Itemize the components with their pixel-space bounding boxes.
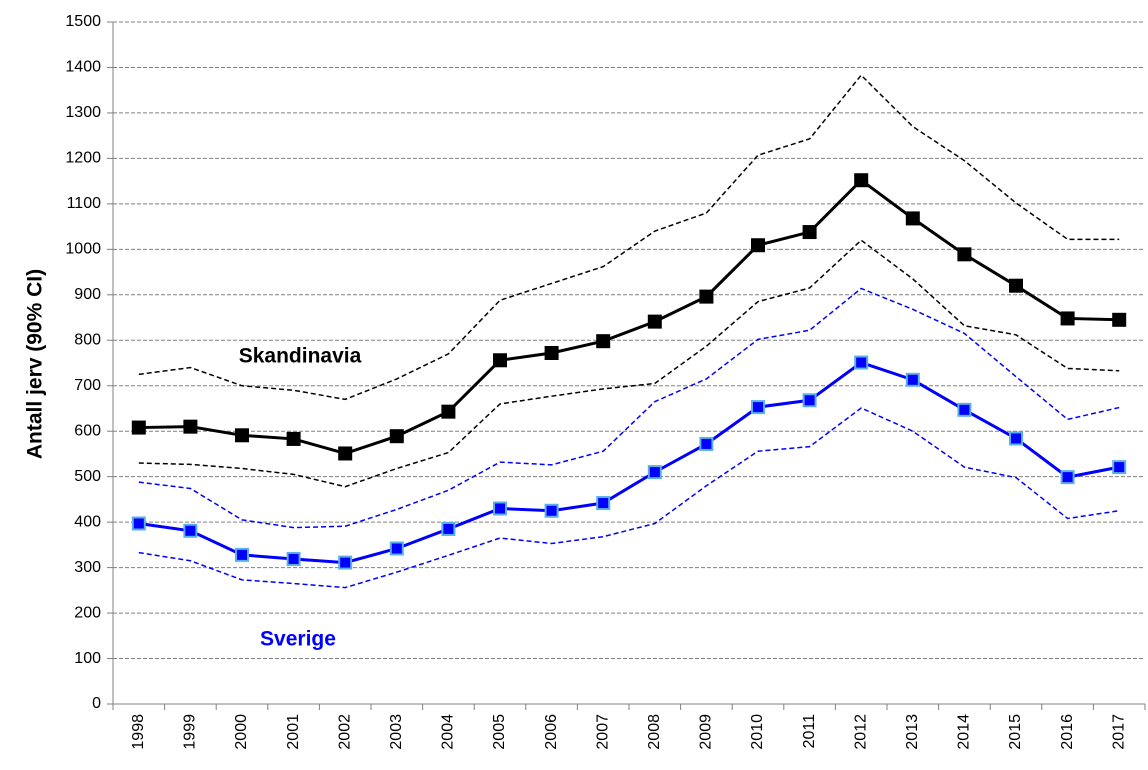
- y-tick-label: 1100: [67, 195, 102, 212]
- series-label: Skandinavia: [239, 345, 362, 368]
- x-tick-label: 2017: [1110, 714, 1127, 750]
- marker: [131, 420, 146, 435]
- marker: [389, 541, 404, 556]
- y-tick-label: 400: [74, 513, 101, 530]
- marker: [235, 428, 249, 443]
- x-tick-label: 2003: [388, 714, 405, 750]
- marker: [699, 289, 714, 304]
- x-tick-label: 2006: [543, 714, 560, 750]
- marker: [905, 372, 920, 387]
- marker: [1009, 278, 1023, 293]
- series-line: [138, 178, 1120, 456]
- marker: [183, 419, 198, 434]
- x-tick-label: 2000: [233, 714, 250, 750]
- marker: [338, 555, 353, 570]
- marker: [699, 436, 714, 451]
- y-tick-label: 100: [74, 650, 101, 667]
- y-axis-title: Antall jerv (90% CI): [24, 269, 47, 459]
- marker: [286, 551, 301, 566]
- x-tick-label: 2005: [491, 714, 508, 750]
- marker: [802, 225, 817, 240]
- marker: [1060, 311, 1075, 326]
- marker: [493, 353, 507, 368]
- y-tick-label: 900: [74, 286, 101, 303]
- x-tick-label: 2016: [1059, 714, 1076, 750]
- marker: [131, 516, 146, 531]
- marker: [751, 238, 765, 253]
- y-tick-label: 0: [92, 695, 101, 712]
- x-tick-label: 2007: [594, 714, 611, 750]
- marker: [389, 429, 404, 444]
- marker: [183, 523, 198, 538]
- y-tick-label: 1400: [65, 59, 101, 76]
- x-tick-label: 2015: [1007, 714, 1024, 750]
- y-tick-label: 1000: [65, 241, 101, 258]
- marker: [441, 404, 456, 419]
- ci-line: [138, 239, 1120, 488]
- x-tick-label: 2001: [285, 714, 302, 750]
- y-tick-label: 500: [74, 468, 101, 485]
- marker: [235, 547, 249, 562]
- x-tick-label: 1998: [130, 714, 147, 750]
- marker: [854, 355, 869, 370]
- y-tick-label: 800: [74, 331, 101, 348]
- y-tick-label: 200: [74, 604, 101, 621]
- x-tick-label: 2011: [801, 714, 818, 749]
- marker: [286, 431, 301, 446]
- y-tick-label: 300: [74, 559, 101, 576]
- marker: [1009, 431, 1023, 446]
- x-tick-label: 2012: [852, 714, 869, 750]
- marker: [544, 503, 559, 518]
- x-tick-label: 2002: [336, 714, 353, 750]
- y-tick-label: 1500: [65, 13, 101, 30]
- y-tick-label: 1200: [65, 150, 101, 167]
- marker: [905, 211, 920, 226]
- x-tick-label: 1999: [182, 714, 199, 750]
- marker: [957, 402, 972, 417]
- marker: [338, 446, 353, 461]
- x-tick-label: 2009: [698, 714, 715, 750]
- ci-line: [138, 74, 1120, 401]
- marker: [1060, 470, 1075, 485]
- marker: [493, 501, 507, 516]
- y-tick-label: 700: [74, 377, 101, 394]
- x-tick-label: 2013: [904, 714, 921, 750]
- marker: [854, 173, 869, 188]
- marker: [441, 521, 456, 536]
- series-line: [138, 360, 1120, 565]
- marker: [596, 334, 611, 349]
- marker: [544, 345, 559, 360]
- marker: [751, 400, 765, 415]
- series-label: Sverige: [260, 628, 336, 651]
- x-tick-label: 2010: [749, 714, 766, 750]
- marker: [802, 393, 817, 408]
- marker: [1112, 312, 1127, 327]
- x-tick-label: 2008: [646, 714, 663, 750]
- y-tick-label: 600: [74, 422, 101, 439]
- marker: [647, 314, 662, 329]
- marker: [596, 496, 611, 511]
- ci-line: [138, 407, 1120, 589]
- x-tick-label: 2004: [440, 714, 457, 750]
- marker: [957, 247, 972, 262]
- marker: [647, 465, 662, 480]
- x-tick-label: 2014: [956, 714, 973, 750]
- ci-line: [138, 287, 1120, 529]
- y-tick-label: 1300: [65, 104, 101, 121]
- marker: [1112, 460, 1127, 475]
